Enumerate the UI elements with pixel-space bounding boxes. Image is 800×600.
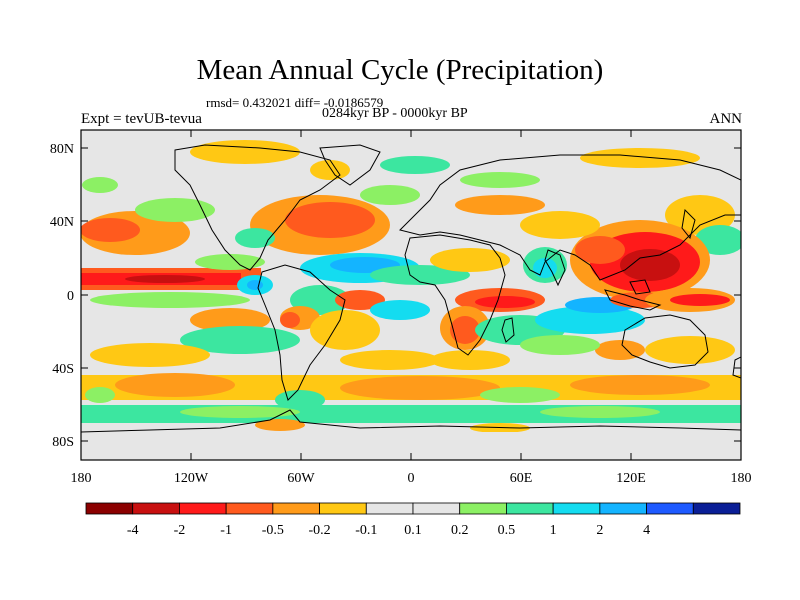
lon-label: 0: [408, 471, 415, 486]
coastline-eurasia: [399, 154, 741, 281]
colorbar-swatch: [412, 502, 461, 515]
lon-label: 60W: [287, 471, 315, 486]
colorbar-label: 0.5: [498, 523, 516, 538]
coastline-india: [544, 249, 566, 287]
longitude-labels: 180 120W 60W 0 60E 120E 180: [71, 471, 752, 486]
colorbar-label: -2: [174, 523, 186, 538]
colorbar-swatch: [646, 502, 694, 515]
lon-label: 180: [71, 471, 92, 486]
time-period: 0284kyr BP - 0000kyr BP: [322, 106, 468, 121]
coastline-new-zealand: [732, 356, 741, 379]
lat-label: 40S: [52, 362, 74, 377]
lat-label: 80S: [52, 435, 74, 450]
coastline-japan: [681, 208, 696, 240]
coastline-south-america: [257, 264, 346, 401]
lon-label: 120E: [616, 471, 646, 486]
figure-title: Mean Annual Cycle (Precipitation): [196, 54, 604, 86]
rmsd-diff-stats: rmsd= 0.432021 diff= -0.0186579: [206, 95, 384, 110]
lat-label: 80N: [50, 142, 74, 157]
colorbar-label: -0.5: [262, 523, 284, 538]
colorbar-swatch: [459, 502, 507, 515]
colorbar-label: -4: [127, 523, 139, 538]
season-label: ANN: [709, 111, 743, 127]
coastline-madagascar: [501, 317, 515, 343]
coastline-north-america: [174, 144, 341, 271]
coastline-australia: [621, 314, 709, 369]
colorbar-label: 4: [643, 523, 650, 538]
coastline-africa: [404, 234, 506, 356]
colorbar-swatch: [506, 502, 554, 515]
lon-label: 180: [731, 471, 752, 486]
colorbar-swatch: [132, 502, 180, 515]
lon-label: 120W: [174, 471, 209, 486]
lat-label: 0: [67, 289, 74, 304]
coastline-greenland: [319, 144, 381, 186]
colorbar-swatch: [225, 502, 274, 515]
colorbar-label: 1: [550, 523, 557, 538]
map-panel: [80, 129, 742, 461]
coastlines: [81, 144, 741, 433]
colorbar-swatch: [179, 502, 227, 515]
colorbar-swatch: [272, 502, 320, 515]
lon-label: 60E: [510, 471, 533, 486]
colorbar-swatch: [85, 502, 134, 515]
colorbar-label: 2: [596, 523, 603, 538]
colorbar-label: -1: [220, 523, 232, 538]
colorbar-labels: -4 -2 -1 -0.5 -0.2 -0.1 0.1 0.2 0.5 1 2 4: [127, 523, 650, 538]
colorbar-swatch: [365, 502, 414, 515]
colorbar-label: 0.2: [451, 523, 469, 538]
experiment-label: Expt = tevUB-tevua: [81, 111, 202, 127]
colorbar-swatch: [552, 502, 601, 515]
coastline-indonesia: [604, 289, 662, 311]
colorbar-swatch: [692, 502, 741, 515]
colorbar-label: -0.1: [355, 523, 377, 538]
colorbar-swatch: [599, 502, 647, 515]
colorbar-swatch: [319, 502, 367, 515]
anomaly-field: [81, 140, 741, 460]
colorbar-label: -0.2: [308, 523, 330, 538]
axis-ticks: [80, 130, 742, 460]
latitude-labels: 80N 40N 0 40S 80S: [50, 142, 74, 450]
coastline-antarctica: [81, 409, 741, 433]
coastline-borneo: [629, 279, 651, 295]
colorbar-label: 0.1: [404, 523, 422, 538]
colorbar: [85, 502, 741, 515]
lat-label: 40N: [50, 215, 74, 230]
